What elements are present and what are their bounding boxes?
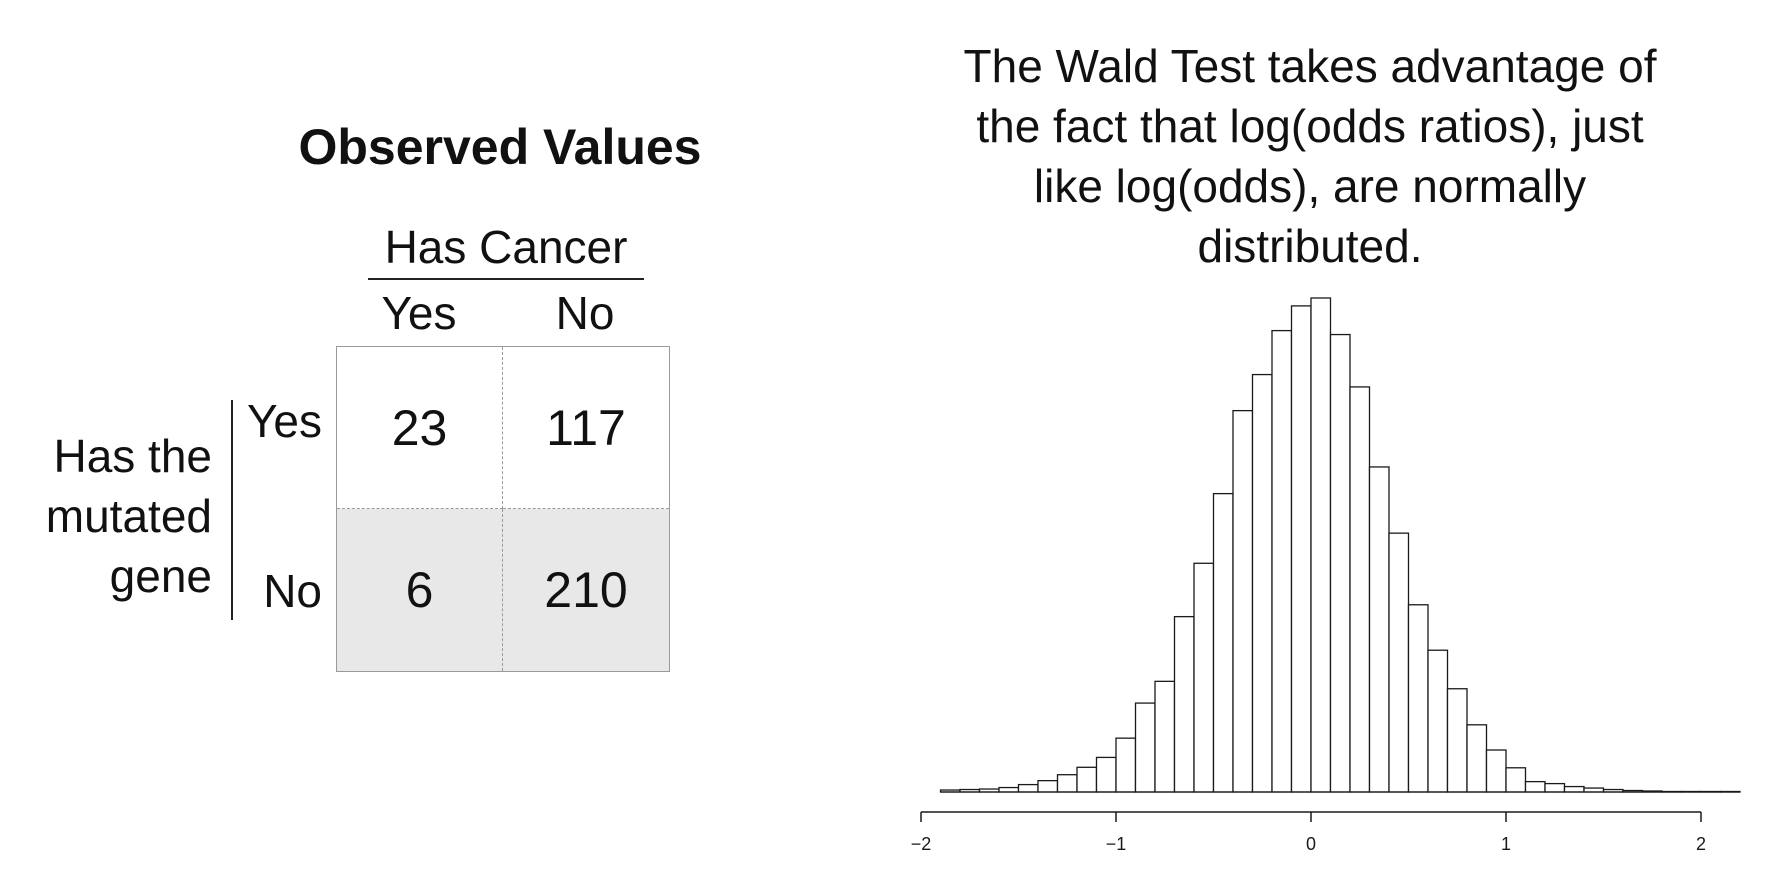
row-group-rule — [231, 400, 233, 620]
row-group-line: mutated — [45, 490, 212, 542]
column-group-rule — [368, 278, 644, 280]
histogram-bar — [1232, 409, 1254, 793]
histogram-bar — [1212, 492, 1234, 793]
histogram-bar — [1076, 766, 1098, 793]
histogram-bar — [1134, 702, 1156, 793]
histogram-bar — [1505, 767, 1527, 793]
histogram-bar — [1037, 779, 1059, 793]
row-group-label: Has the mutated gene — [10, 426, 212, 606]
histogram-bar — [1271, 329, 1293, 793]
cell-no-no: 210 — [503, 509, 669, 671]
histogram-bar — [1427, 649, 1449, 793]
histogram-bar — [1310, 297, 1332, 793]
histogram-bar — [1466, 724, 1488, 793]
caption: The Wald Test takes advantage of the fac… — [900, 36, 1720, 276]
x-tick-label: 0 — [1306, 834, 1316, 854]
histogram-bar — [1115, 737, 1137, 793]
caption-line: the fact that log(odds ratios), just — [976, 100, 1644, 152]
cell-yes-no: 117 — [503, 347, 669, 509]
column-header-no: No — [555, 287, 615, 339]
table-title: Observed Values — [298, 119, 702, 175]
histogram-bar — [1368, 466, 1390, 793]
histogram-bar — [1563, 785, 1585, 793]
x-tick-label: −2 — [911, 834, 932, 854]
histogram-bar — [1056, 774, 1078, 793]
histogram-bar — [1017, 783, 1039, 793]
column-header-yes: Yes — [381, 287, 457, 339]
row-header-yes: Yes — [246, 395, 322, 447]
histogram-bar — [1446, 688, 1468, 793]
row-header-no: No — [263, 565, 322, 617]
cell-yes-yes: 23 — [337, 347, 503, 509]
histogram-bar — [1095, 756, 1117, 793]
x-tick-label: 2 — [1696, 834, 1706, 854]
caption-line: The Wald Test takes advantage of — [963, 40, 1657, 92]
histogram-bar — [1388, 532, 1410, 793]
row-group-line: Has the — [53, 430, 212, 482]
histogram-bar — [1349, 386, 1371, 793]
histogram-bar — [1485, 749, 1507, 793]
x-tick-label: 1 — [1501, 834, 1511, 854]
column-group-label: Has Cancer — [384, 221, 628, 273]
histogram-bar — [998, 786, 1020, 793]
cell-no-yes: 6 — [337, 509, 503, 671]
row-group-line: gene — [109, 550, 212, 602]
contingency-table: 23 117 6 210 — [336, 346, 670, 672]
histogram-bar — [1193, 562, 1215, 793]
x-tick-label: −1 — [1106, 834, 1127, 854]
caption-line: like log(odds), are normally — [1033, 160, 1587, 212]
histogram-bar — [1329, 333, 1351, 793]
histogram-bar — [1173, 615, 1195, 793]
histogram-bar — [1251, 373, 1273, 793]
histogram-bar — [1290, 305, 1312, 793]
histogram-bar — [1524, 780, 1546, 793]
histogram-bar — [1154, 680, 1176, 793]
histogram-bar — [1407, 604, 1429, 793]
histogram-bar — [1544, 782, 1566, 793]
caption-line: distributed. — [1197, 220, 1423, 272]
